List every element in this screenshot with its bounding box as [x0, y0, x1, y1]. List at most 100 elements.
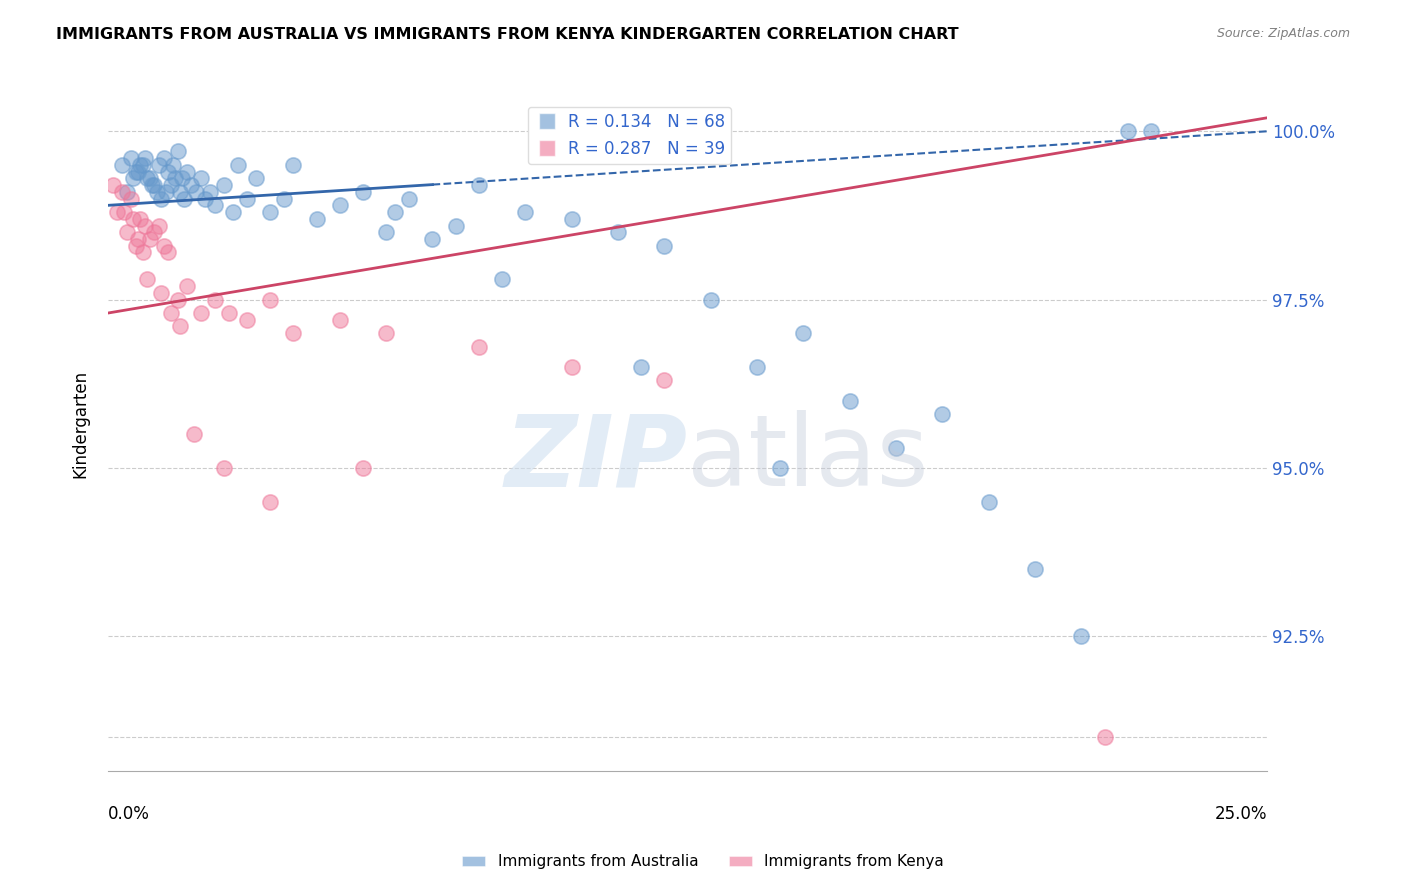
Point — [165, 171, 187, 186]
Point — [152, 151, 174, 165]
Point — [111, 158, 134, 172]
Point — [212, 460, 235, 475]
Point — [190, 171, 212, 186]
Point — [111, 185, 134, 199]
Point — [745, 359, 768, 374]
Point — [329, 312, 352, 326]
Point — [138, 171, 160, 186]
Point — [245, 171, 267, 186]
Point — [150, 285, 173, 300]
Point — [977, 494, 1000, 508]
Point — [152, 238, 174, 252]
Point — [145, 185, 167, 199]
Point — [155, 185, 177, 199]
Legend: R = 0.134   N = 68, R = 0.287   N = 39: R = 0.134 N = 68, R = 0.287 N = 39 — [527, 106, 731, 164]
Point — [236, 312, 259, 326]
Point — [699, 293, 721, 307]
Point — [136, 171, 159, 186]
Point — [491, 272, 513, 286]
Point — [173, 192, 195, 206]
Point — [375, 326, 398, 341]
Point — [884, 441, 907, 455]
Point — [143, 225, 166, 239]
Point — [125, 238, 148, 252]
Point — [838, 393, 860, 408]
Point — [259, 293, 281, 307]
Point — [273, 192, 295, 206]
Point — [1140, 124, 1163, 138]
Point — [384, 205, 406, 219]
Point — [198, 185, 221, 199]
Point — [218, 306, 240, 320]
Text: 25.0%: 25.0% — [1215, 805, 1267, 823]
Point — [132, 158, 155, 172]
Point — [422, 232, 444, 246]
Point — [138, 232, 160, 246]
Point — [120, 192, 142, 206]
Point — [606, 225, 628, 239]
Point — [222, 205, 245, 219]
Point — [652, 238, 675, 252]
Point — [236, 192, 259, 206]
Point — [352, 185, 374, 199]
Point — [652, 373, 675, 387]
Point — [194, 192, 217, 206]
Y-axis label: Kindergarten: Kindergarten — [72, 370, 89, 478]
Point — [176, 279, 198, 293]
Point — [212, 178, 235, 193]
Point — [150, 192, 173, 206]
Text: Source: ZipAtlas.com: Source: ZipAtlas.com — [1216, 27, 1350, 40]
Point — [157, 245, 180, 260]
Legend: Immigrants from Australia, Immigrants from Kenya: Immigrants from Australia, Immigrants fr… — [457, 848, 949, 875]
Point — [132, 245, 155, 260]
Point — [143, 178, 166, 193]
Point — [112, 205, 135, 219]
Point — [792, 326, 814, 341]
Point — [468, 340, 491, 354]
Point — [283, 158, 305, 172]
Point — [159, 306, 181, 320]
Point — [141, 178, 163, 193]
Point — [931, 407, 953, 421]
Point — [129, 211, 152, 226]
Point — [115, 185, 138, 199]
Point — [561, 359, 583, 374]
Point — [352, 460, 374, 475]
Point — [162, 158, 184, 172]
Text: atlas: atlas — [688, 410, 929, 508]
Point — [122, 211, 145, 226]
Point — [1024, 562, 1046, 576]
Point — [630, 359, 652, 374]
Point — [176, 164, 198, 178]
Point — [105, 205, 128, 219]
Point — [769, 460, 792, 475]
Point — [172, 171, 194, 186]
Point — [183, 427, 205, 442]
Point — [159, 178, 181, 193]
Point — [1094, 730, 1116, 744]
Point — [561, 211, 583, 226]
Point — [184, 185, 207, 199]
Point — [515, 205, 537, 219]
Point — [166, 293, 188, 307]
Point — [468, 178, 491, 193]
Text: 0.0%: 0.0% — [108, 805, 150, 823]
Point — [204, 198, 226, 212]
Point — [166, 145, 188, 159]
Point — [1070, 629, 1092, 643]
Point — [127, 164, 149, 178]
Point — [226, 158, 249, 172]
Point — [305, 211, 328, 226]
Point — [125, 164, 148, 178]
Point — [444, 219, 467, 233]
Point — [259, 205, 281, 219]
Point — [148, 219, 170, 233]
Point — [148, 158, 170, 172]
Point — [259, 494, 281, 508]
Point — [375, 225, 398, 239]
Point — [120, 151, 142, 165]
Point — [329, 198, 352, 212]
Point — [127, 232, 149, 246]
Point — [134, 219, 156, 233]
Text: IMMIGRANTS FROM AUSTRALIA VS IMMIGRANTS FROM KENYA KINDERGARTEN CORRELATION CHAR: IMMIGRANTS FROM AUSTRALIA VS IMMIGRANTS … — [56, 27, 959, 42]
